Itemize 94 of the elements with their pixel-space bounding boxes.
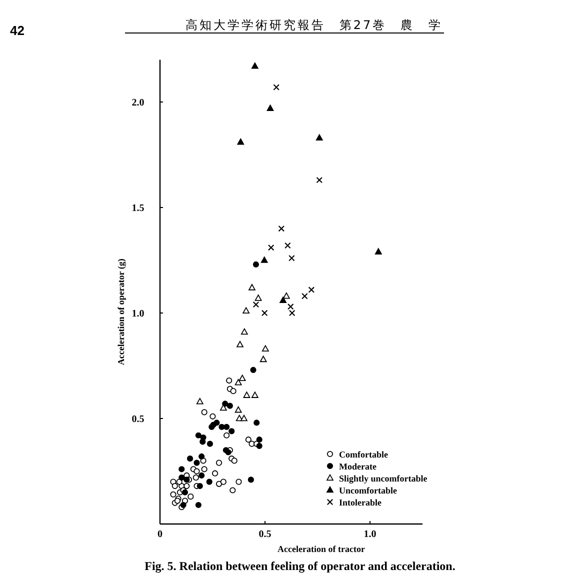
point <box>288 254 295 262</box>
point <box>196 482 203 490</box>
point <box>245 436 252 443</box>
point <box>180 502 186 508</box>
point <box>186 456 194 462</box>
x-axis-title: Acceleration of tractor <box>278 544 365 554</box>
point <box>251 392 258 398</box>
point <box>308 286 315 293</box>
point <box>194 460 200 466</box>
point <box>250 366 256 374</box>
point <box>214 420 220 426</box>
x-tick-label: 0 <box>158 529 162 540</box>
point <box>302 292 308 300</box>
point <box>238 374 246 382</box>
text: 42 <box>10 23 24 38</box>
point <box>243 392 250 398</box>
point <box>236 341 244 348</box>
point <box>278 225 285 232</box>
point <box>252 261 260 268</box>
legend-label: Moderate <box>339 462 376 472</box>
point <box>184 482 190 490</box>
point <box>273 84 280 90</box>
point <box>188 494 194 500</box>
point <box>251 62 258 69</box>
point <box>206 440 214 447</box>
point <box>256 436 262 443</box>
legend-label: Comfortable <box>339 450 388 460</box>
point <box>260 356 267 362</box>
legend-label: Intolerable <box>339 498 382 508</box>
point <box>200 434 206 441</box>
point <box>316 176 323 184</box>
point <box>228 428 235 434</box>
point <box>240 414 248 422</box>
point <box>240 328 248 335</box>
point <box>206 478 212 485</box>
point <box>196 398 204 404</box>
point <box>220 404 227 411</box>
point <box>237 138 244 145</box>
point <box>170 491 176 498</box>
point <box>184 476 190 483</box>
point <box>201 466 208 472</box>
point <box>248 284 256 290</box>
point <box>230 388 236 394</box>
legend-label: Uncomfortable <box>339 486 397 496</box>
point <box>280 296 287 303</box>
point <box>231 458 238 464</box>
point <box>226 402 233 409</box>
point <box>195 432 202 438</box>
point <box>256 442 262 449</box>
x-tick-label: 0.5 <box>258 529 272 540</box>
point <box>284 242 291 249</box>
y-tick-label: 0.5 <box>132 414 144 425</box>
point <box>374 248 382 254</box>
point <box>268 244 274 251</box>
point <box>172 482 178 490</box>
point <box>262 345 269 352</box>
text: Fig. 5. Relation between feeling of operator and acceleration. <box>144 559 456 573</box>
point <box>254 294 262 301</box>
point <box>198 472 205 479</box>
point <box>216 480 222 487</box>
point <box>201 409 208 416</box>
point <box>216 460 222 466</box>
point <box>316 134 323 141</box>
point <box>248 476 254 483</box>
x-tick-label: 1.0 <box>364 529 376 540</box>
point <box>178 466 185 472</box>
point <box>254 420 260 426</box>
point <box>234 406 242 413</box>
point <box>192 474 199 481</box>
point <box>224 432 230 438</box>
y-tick-label: 1.0 <box>132 308 144 320</box>
point <box>260 256 268 263</box>
point <box>226 377 232 384</box>
point <box>242 307 250 314</box>
point <box>194 468 200 474</box>
point <box>224 424 230 430</box>
legend-label: Slightly uncomfortable <box>339 474 428 484</box>
y-axis-title: Acceleration of operator (g) <box>116 258 126 366</box>
y-tick-label: 1.5 <box>132 203 144 214</box>
text: 高知大学学術研究報告 第27巻 農 学 <box>185 18 443 32</box>
point <box>282 292 290 299</box>
point <box>236 478 242 485</box>
point <box>234 378 242 386</box>
point <box>178 474 185 481</box>
point <box>261 310 268 316</box>
point <box>210 413 216 420</box>
point <box>198 453 205 460</box>
point <box>252 301 260 308</box>
point <box>230 487 236 494</box>
y-tick-label: 2.0 <box>132 98 144 108</box>
point <box>266 104 274 111</box>
point <box>220 478 226 485</box>
point <box>195 502 202 508</box>
point <box>212 470 218 476</box>
